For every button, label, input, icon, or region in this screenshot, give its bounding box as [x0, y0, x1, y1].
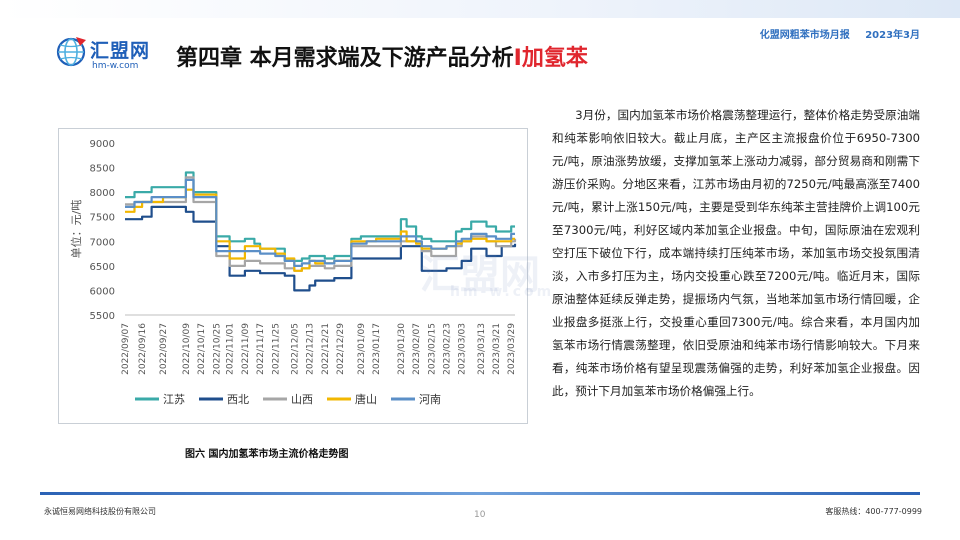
header-band — [0, 0, 960, 18]
x-tick-label: 2022/09/07 — [121, 323, 131, 375]
logo-brand: 汇盟网 — [90, 40, 151, 62]
company-logo: 汇盟网 hm-w.com — [56, 34, 166, 78]
footer-hotline: 客服热线：400-777-0999 — [825, 507, 922, 516]
figure-caption: 图六 国内加氢苯市场主流价格走势图 — [185, 449, 349, 460]
legend-label: 江苏 — [163, 393, 185, 406]
report-name: 化盟网粗苯市场月报 — [759, 30, 850, 41]
y-tick-label: 6000 — [90, 286, 115, 297]
x-tick-label: 2023/03/13 — [477, 323, 487, 375]
analysis-paragraph: 3月份，国内加氢苯市场价格震荡整理运行，整体价格走势受原油端和纯苯影响依旧较大。… — [552, 108, 920, 398]
x-tick-label: 2022/12/05 — [290, 323, 300, 375]
x-tick-label: 2023/03/03 — [458, 323, 468, 375]
x-tick-label: 2022/10/09 — [182, 323, 192, 375]
legend-label: 唐山 — [355, 392, 377, 406]
y-tick-label: 6500 — [90, 262, 115, 273]
report-date: 2023年3月 — [865, 30, 920, 41]
x-tick-label: 2023/02/07 — [412, 323, 422, 375]
x-tick-label: 2023/02/23 — [443, 323, 453, 375]
y-axis-label: 单位：元/吨 — [69, 200, 83, 259]
legend-label: 西北 — [227, 393, 249, 406]
x-tick-label: 2022/12/29 — [336, 323, 346, 375]
y-tick-label: 9000 — [90, 139, 115, 150]
logo-url: hm-w.com — [92, 61, 139, 71]
x-tick-label: 2023/03/21 — [492, 323, 502, 375]
x-tick-label: 2023/03/29 — [507, 323, 517, 375]
series-line-1 — [125, 171, 515, 262]
y-tick-label: 8500 — [90, 164, 115, 175]
title-accent: 加氢苯 — [521, 46, 588, 71]
x-tick-label: 2022/11/25 — [271, 323, 281, 375]
x-tick-label: 2022/09/27 — [159, 323, 169, 375]
y-tick-label: 7000 — [90, 237, 115, 248]
x-tick-label: 2022/11/01 — [226, 323, 236, 375]
x-tick-label: 2023/02/15 — [427, 323, 437, 375]
x-tick-label: 2022/12/13 — [306, 323, 316, 375]
series-line-5 — [125, 178, 515, 267]
page-title: 第四章 本月需求端及下游产品分析I加氢苯 — [176, 40, 588, 72]
x-tick-label: 2022/09/16 — [138, 323, 148, 375]
series-line-2 — [125, 205, 517, 292]
y-tick-label: 8000 — [90, 188, 115, 199]
x-tick-label: 2022/10/17 — [197, 323, 207, 375]
title-separator: I — [513, 46, 522, 71]
x-tick-label: 2022/10/25 — [212, 323, 222, 375]
y-tick-label: 7500 — [90, 213, 115, 224]
page-number: 10 — [474, 510, 486, 520]
footer-company: 永诚恒易网络科技股份有限公司 — [44, 507, 156, 516]
globe-logo-icon — [56, 37, 86, 67]
x-tick-label: 2022/11/09 — [241, 323, 251, 375]
footer-divider — [40, 492, 920, 495]
legend-label: 山西 — [291, 393, 313, 406]
price-chart: 5500 6000 6500 7000 7500 8000 8500 9000 单位：元/吨 20… — [58, 128, 528, 424]
y-tick-label: 5500 — [90, 311, 115, 322]
report-header: 化盟网粗苯市场月报 2023年3月 — [760, 26, 920, 41]
legend-label: 河南 — [419, 393, 441, 406]
x-tick-label: 2023/01/30 — [397, 323, 407, 375]
x-tick-label: 2022/12/21 — [321, 323, 331, 375]
x-tick-label: 2022/11/17 — [256, 323, 266, 375]
title-main: 第四章 本月需求端及下游产品分析 — [176, 46, 514, 71]
x-tick-label: 2023/01/17 — [372, 323, 382, 375]
chart-svg: 5500 6000 6500 7000 7500 8000 8500 9000 单位：元/吨 20… — [69, 139, 517, 406]
x-tick-label: 2023/01/09 — [357, 323, 367, 375]
